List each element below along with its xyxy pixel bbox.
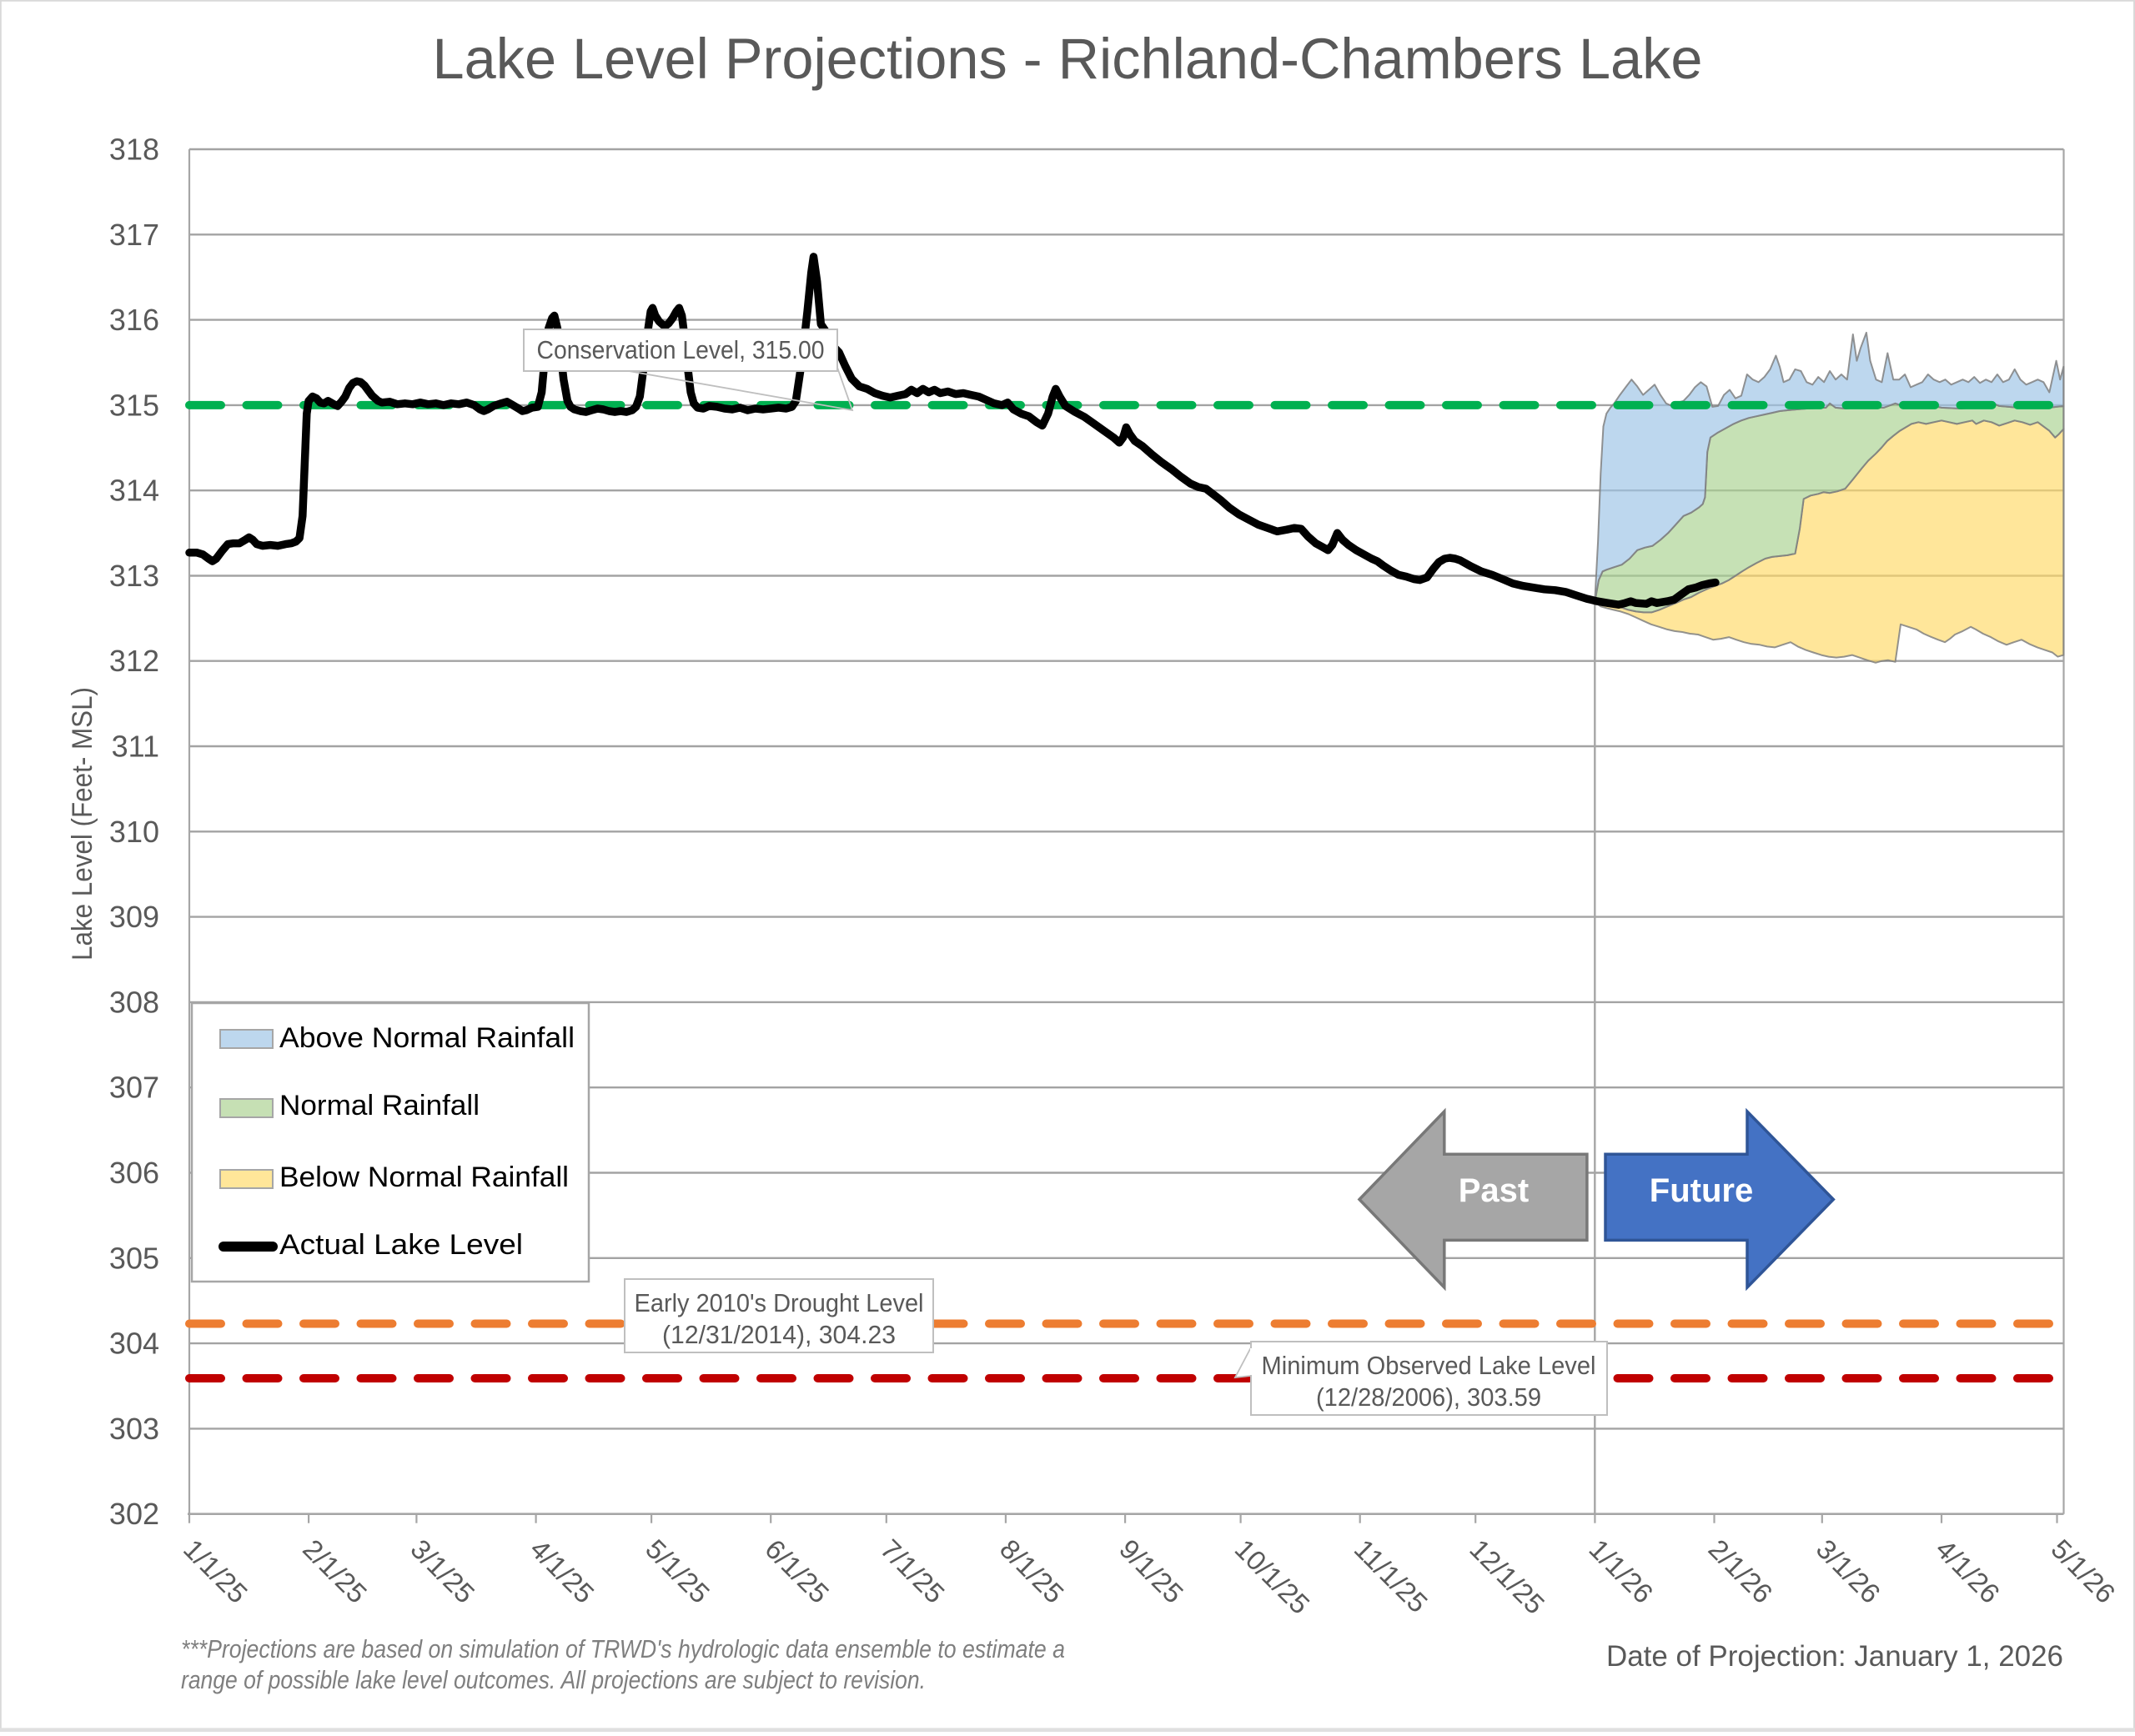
svg-text:302: 302: [109, 1497, 159, 1531]
svg-text:303: 303: [109, 1412, 159, 1446]
svg-text:(12/31/2014), 304.23: (12/31/2014), 304.23: [662, 1320, 896, 1349]
svg-text:Past: Past: [1459, 1172, 1530, 1209]
svg-text:316: 316: [109, 303, 159, 337]
svg-text:309: 309: [109, 900, 159, 934]
svg-text:Early 2010's Drought Level: Early 2010's Drought Level: [635, 1288, 924, 1317]
svg-text:Future: Future: [1650, 1172, 1753, 1209]
svg-text:306: 306: [109, 1156, 159, 1190]
svg-text:Normal Rainfall: Normal Rainfall: [279, 1090, 480, 1121]
svg-text:range of possible lake level o: range of possible lake level outcomes. A…: [181, 1665, 926, 1694]
svg-text:315: 315: [109, 388, 159, 422]
svg-text:Date of Projection: January 1,: Date of Projection: January 1, 2026: [1606, 1640, 2063, 1673]
svg-text:308: 308: [109, 985, 159, 1019]
svg-text:314: 314: [109, 474, 159, 508]
svg-text:Actual Lake Level: Actual Lake Level: [279, 1229, 523, 1261]
svg-text:Above Normal Rainfall: Above Normal Rainfall: [279, 1022, 575, 1054]
svg-text:304: 304: [109, 1327, 159, 1361]
svg-text:317: 317: [109, 218, 159, 252]
svg-text:Conservation Level, 315.00: Conservation Level, 315.00: [537, 335, 825, 364]
svg-text:311: 311: [112, 730, 159, 764]
svg-text:307: 307: [109, 1071, 159, 1105]
svg-text:Below Normal Rainfall: Below Normal Rainfall: [279, 1162, 569, 1193]
svg-text:(12/28/2006), 303.59: (12/28/2006), 303.59: [1316, 1382, 1541, 1412]
svg-text:310: 310: [109, 815, 159, 849]
svg-text:305: 305: [109, 1241, 159, 1275]
svg-text:318: 318: [109, 133, 159, 167]
svg-text:312: 312: [109, 644, 159, 678]
svg-text:Lake Level Projections - Richl: Lake Level Projections - Richland-Chambe…: [433, 27, 1703, 91]
svg-text:Lake Level (Feet- MSL): Lake Level (Feet- MSL): [67, 687, 98, 961]
svg-text:Minimum Observed Lake Level: Minimum Observed Lake Level: [1262, 1351, 1596, 1380]
svg-text:313: 313: [109, 559, 159, 593]
svg-text:***Projections are based on si: ***Projections are based on simulation o…: [181, 1634, 1065, 1663]
